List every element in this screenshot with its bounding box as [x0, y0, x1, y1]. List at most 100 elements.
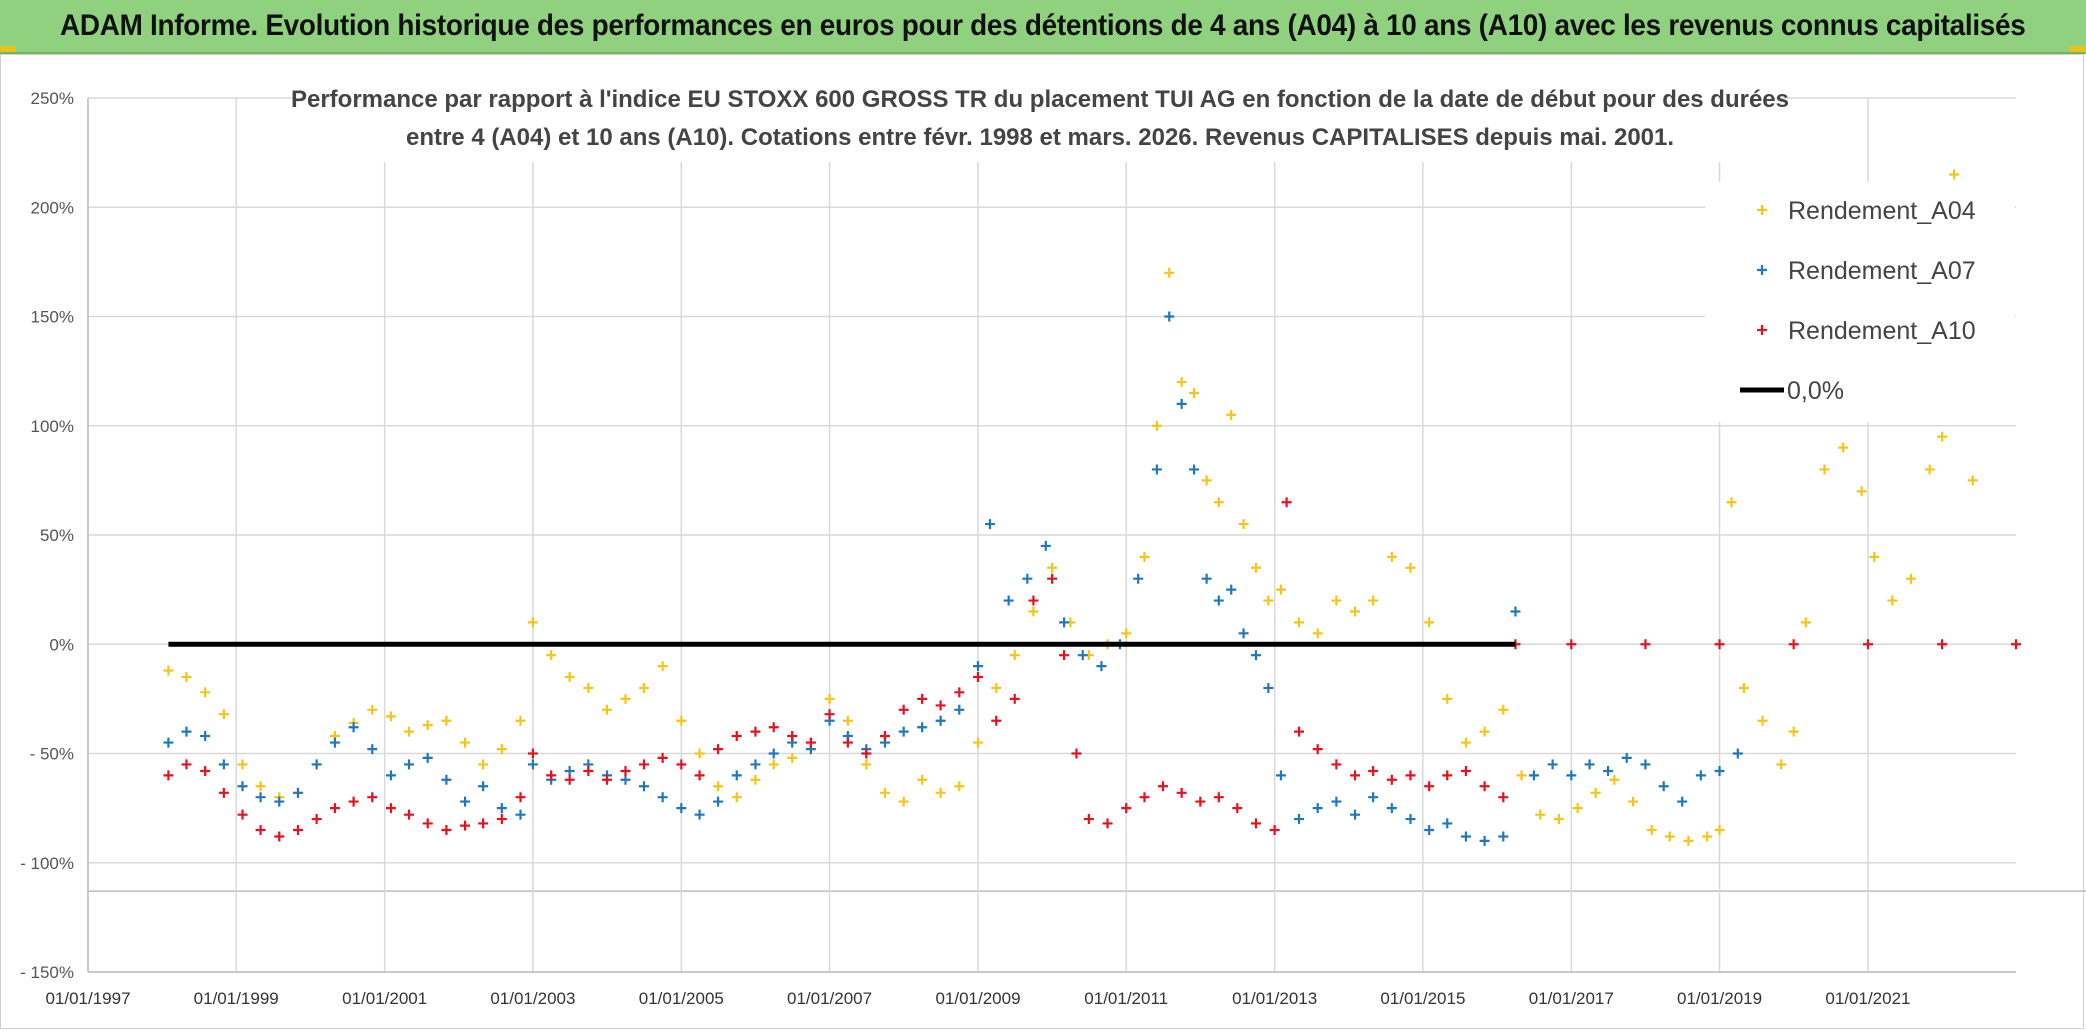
point-rendement-a10 [676, 759, 687, 770]
point-rendement-a04 [1213, 497, 1224, 508]
point-rendement-a07 [1294, 814, 1305, 825]
point-rendement-a10 [1232, 803, 1243, 814]
point-rendement-a04 [218, 709, 229, 720]
point-rendement-a10 [564, 774, 575, 785]
point-rendement-a04 [583, 682, 594, 693]
point-rendement-a04 [1386, 551, 1397, 562]
point-rendement-a10 [1498, 792, 1509, 803]
point-rendement-a07 [329, 737, 340, 748]
point-rendement-a04 [768, 759, 779, 770]
point-rendement-a07 [181, 726, 192, 737]
point-rendement-a07 [1498, 831, 1509, 842]
point-rendement-a07 [1603, 765, 1614, 776]
legend: Rendement_A04 Rendement_A07 Rendement_A10 0… [1705, 182, 2015, 422]
point-rendement-a04 [879, 787, 890, 798]
plot-area [163, 169, 2021, 846]
y-axis-ticks: 250% 200% 150% 100% 50% 0% - 50% - 100% - 150% [20, 89, 74, 982]
point-rendement-a04 [1263, 595, 1274, 606]
point-rendement-a07 [1732, 748, 1743, 759]
point-rendement-a07 [1714, 765, 1725, 776]
point-rendement-a10 [1009, 693, 1020, 704]
point-rendement-a10 [713, 744, 724, 755]
point-rendement-a04 [1788, 726, 1799, 737]
point-rendement-a04 [1906, 573, 1917, 584]
point-rendement-a07 [292, 787, 303, 798]
point-rendement-a07 [237, 781, 248, 792]
point-rendement-a10 [1862, 639, 1873, 650]
point-rendement-a04 [1683, 835, 1694, 846]
point-rendement-a07 [1164, 311, 1175, 322]
legend-label: Rendement_A10 [1788, 317, 1976, 345]
point-rendement-a04 [1628, 796, 1639, 807]
point-rendement-a07 [218, 759, 229, 770]
point-rendement-a04 [1479, 726, 1490, 737]
point-rendement-a07 [1151, 464, 1162, 475]
point-rendement-a04 [1535, 809, 1546, 820]
point-rendement-a07 [255, 792, 266, 803]
point-rendement-a10 [237, 809, 248, 820]
point-rendement-a07 [638, 781, 649, 792]
point-rendement-a04 [1856, 486, 1867, 497]
point-rendement-a07 [768, 748, 779, 759]
legend-marker-swatch [1757, 205, 1767, 215]
point-rendement-a07 [1547, 759, 1558, 770]
point-rendement-a10 [1405, 770, 1416, 781]
point-rendement-a10 [218, 787, 229, 798]
corner-accent-left [0, 46, 16, 52]
point-rendement-a10 [824, 709, 835, 720]
x-axis-ticks: 01/01/1997 01/01/1999 01/01/2001 01/01/2003… [45, 989, 1910, 1008]
point-rendement-a10 [2011, 639, 2021, 650]
point-rendement-a07 [657, 792, 668, 803]
point-rendement-a10 [1028, 595, 1039, 606]
point-rendement-a04 [1949, 169, 1960, 180]
point-rendement-a07 [1077, 650, 1088, 661]
point-rendement-a10 [385, 803, 396, 814]
point-rendement-a04 [1121, 628, 1132, 639]
point-rendement-a10 [163, 770, 174, 781]
point-rendement-a07 [954, 704, 965, 715]
point-rendement-a07 [1331, 796, 1342, 807]
point-rendement-a07 [984, 519, 995, 530]
point-rendement-a04 [824, 693, 835, 704]
point-rendement-a04 [1226, 409, 1237, 420]
chart-frame [0, 54, 2084, 1029]
point-rendement-a10 [1312, 744, 1323, 755]
point-rendement-a07 [1133, 573, 1144, 584]
point-rendement-a07 [311, 759, 322, 770]
point-rendement-a07 [1424, 824, 1435, 835]
point-rendement-a04 [1924, 464, 1935, 475]
point-rendement-a07 [1096, 661, 1107, 672]
point-rendement-a07 [1479, 835, 1490, 846]
point-rendement-a04 [478, 759, 489, 770]
point-rendement-a04 [1516, 770, 1527, 781]
point-rendement-a07 [1621, 752, 1632, 763]
point-rendement-a10 [1331, 759, 1342, 770]
point-rendement-a04 [163, 665, 174, 676]
point-rendement-a10 [496, 814, 507, 825]
point-rendement-a07 [1275, 770, 1286, 781]
point-rendement-a10 [750, 726, 761, 737]
point-rendement-a04 [546, 650, 557, 661]
point-rendement-a10 [527, 748, 538, 759]
point-rendement-a10 [805, 737, 816, 748]
point-rendement-a04 [1572, 803, 1583, 814]
point-rendement-a04 [1238, 519, 1249, 530]
x-tick-label: 01/01/2021 [1825, 989, 1910, 1008]
point-rendement-a10 [1176, 787, 1187, 798]
point-rendement-a07 [441, 774, 452, 785]
point-rendement-a07 [1442, 818, 1453, 829]
point-rendement-a07 [348, 722, 359, 733]
point-rendement-a04 [750, 774, 761, 785]
point-rendement-a10 [1121, 803, 1132, 814]
point-rendement-a10 [1294, 726, 1305, 737]
series-rendement-a07 [163, 311, 1743, 846]
point-rendement-a10 [583, 765, 594, 776]
point-rendement-a10 [1566, 639, 1577, 650]
point-rendement-a04 [991, 682, 1002, 693]
point-rendement-a04 [954, 781, 965, 792]
point-rendement-a07 [1460, 831, 1471, 842]
point-rendement-a04 [935, 787, 946, 798]
point-rendement-a07 [1368, 792, 1379, 803]
point-rendement-a04 [1151, 420, 1162, 431]
point-rendement-a04 [1312, 628, 1323, 639]
